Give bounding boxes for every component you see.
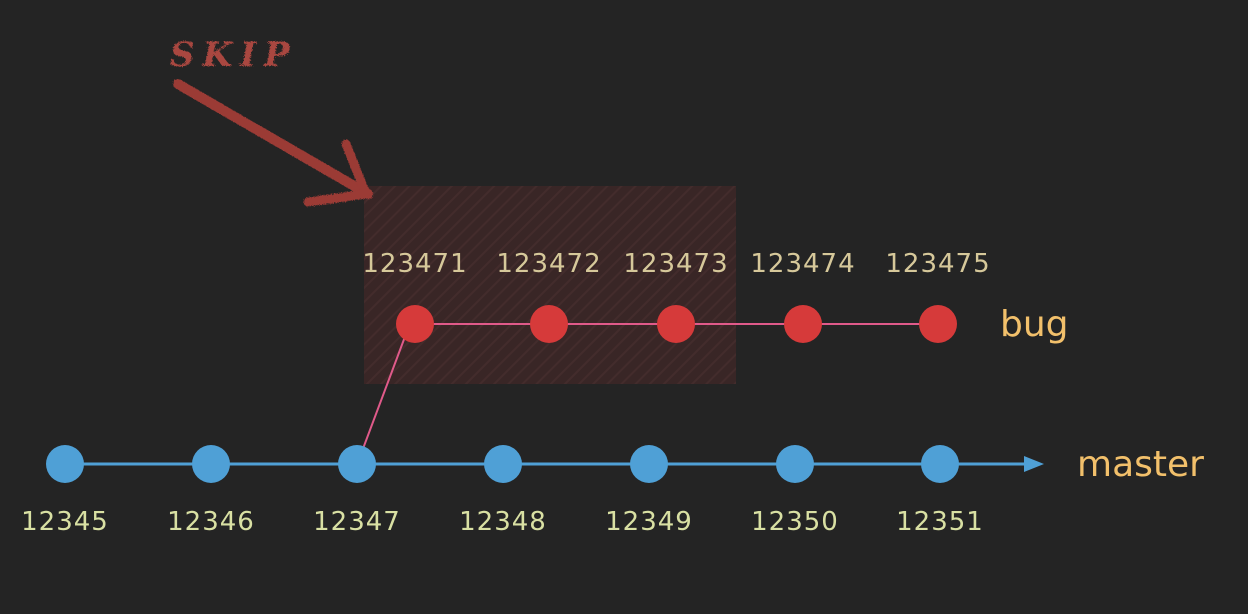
commit-label: 123472 [496, 249, 601, 279]
skip-annotation-label: SKIP [170, 35, 298, 75]
commit-node [921, 445, 959, 483]
commit-node [630, 445, 668, 483]
commit-node [338, 445, 376, 483]
commit-label: 12351 [896, 507, 984, 537]
skip-region [364, 186, 736, 384]
commit-node [192, 445, 230, 483]
commit-label: 123475 [885, 249, 990, 279]
branch-name-master: master [1077, 444, 1204, 485]
commit-node [484, 445, 522, 483]
commit-label: 12347 [313, 507, 401, 537]
commit-label: 12345 [21, 507, 109, 537]
commit-node [46, 445, 84, 483]
commit-label: 123473 [623, 249, 728, 279]
commit-node [396, 305, 434, 343]
commit-node [657, 305, 695, 343]
commit-label: 12346 [167, 507, 255, 537]
commit-label: 12348 [459, 507, 547, 537]
commit-node [530, 305, 568, 343]
branch-link [357, 333, 407, 463]
commit-label: 12350 [751, 507, 839, 537]
commit-node [776, 445, 814, 483]
master-arrowhead-icon [1024, 456, 1044, 472]
commit-label: 123471 [362, 249, 467, 279]
commit-label: 12349 [605, 507, 693, 537]
skip-arrow-icon [173, 79, 373, 207]
commit-label: 123474 [750, 249, 855, 279]
branch-name-bug: bug [1000, 304, 1069, 345]
commit-node [919, 305, 957, 343]
commit-node [784, 305, 822, 343]
